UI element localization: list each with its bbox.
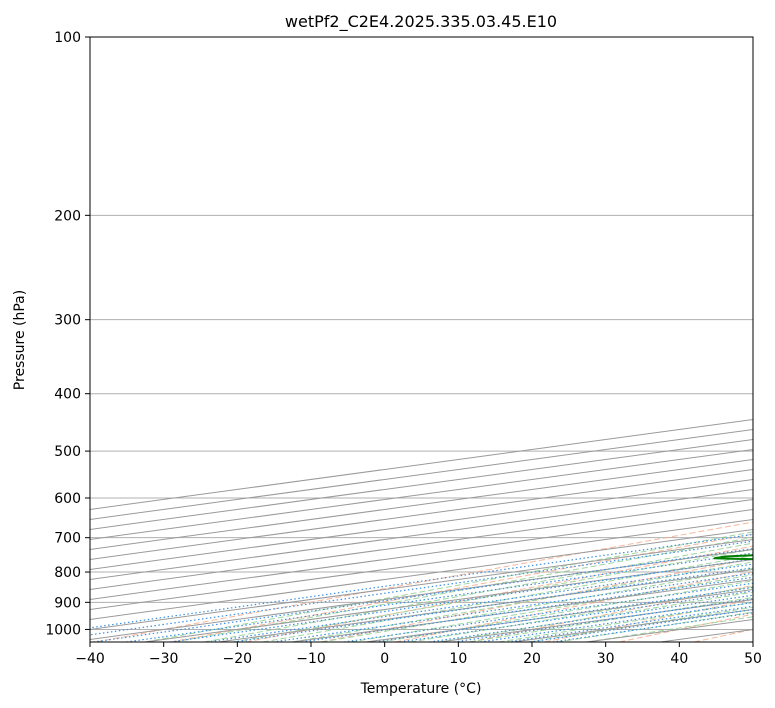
y-tick-label: 900 — [54, 595, 81, 611]
y-axis-ticks: 100 200 300 400 500 600 700 800 900 1000 — [45, 30, 90, 638]
y-tick-label: 200 — [54, 208, 81, 224]
y-tick-label: 100 — [54, 30, 81, 46]
x-tick-label: 20 — [523, 651, 541, 667]
pressure-gridlines — [90, 37, 753, 630]
isotherm — [90, 488, 753, 580]
mixing-ratio-line — [126, 552, 753, 642]
mixing-ratio-line — [343, 582, 753, 642]
moist-adiabat — [410, 586, 753, 642]
mixing-ratio-lines — [90, 533, 753, 642]
y-tick-label: 300 — [54, 313, 81, 329]
x-tick-label: −20 — [223, 651, 253, 667]
chart-title: wetPf2_C2E4.2025.335.03.45.E10 — [285, 12, 557, 32]
isotherm — [90, 458, 753, 550]
y-tick-label: 600 — [54, 491, 81, 507]
isotherm — [90, 508, 753, 600]
plot-frame — [89, 36, 754, 643]
dry-adiabat — [395, 571, 753, 642]
dry-adiabat — [171, 533, 753, 642]
isotherms — [90, 418, 753, 642]
y-tick-label: 400 — [54, 387, 81, 403]
mixing-ratio-line — [93, 547, 753, 642]
moist-adiabat — [292, 561, 753, 642]
x-tick-label: −30 — [149, 651, 179, 667]
mixing-ratio-line — [90, 533, 753, 629]
y-tick-label: 1000 — [45, 622, 81, 638]
moist-adiabat — [262, 554, 753, 642]
mixing-ratio-line — [399, 590, 753, 642]
x-tick-label: 30 — [597, 651, 615, 667]
plot-area: 0.10.20.40.611.52346810131620253036-100-… — [90, 37, 753, 642]
moist-adiabat — [203, 542, 753, 642]
x-tick-label: 0 — [380, 651, 389, 667]
mixing-ratio-line — [374, 586, 753, 642]
mixing-ratio-line — [429, 594, 753, 642]
y-axis-label: Pressure (hPa) — [12, 290, 28, 390]
x-axis-label: Temperature (°C) — [360, 681, 482, 697]
x-axis-ticks: −40 −30 −20 −10 0 10 20 30 40 50 — [75, 642, 762, 667]
moist-adiabat — [174, 536, 753, 642]
isotherm — [90, 528, 753, 620]
y-tick-label: 500 — [54, 444, 81, 460]
isotherm — [90, 518, 753, 610]
dry-adiabat — [96, 521, 753, 642]
y-tick-label: 800 — [54, 565, 81, 581]
isotherm — [90, 468, 753, 560]
moist-adiabat — [468, 596, 753, 642]
isotherm — [90, 538, 753, 630]
x-tick-label: 10 — [449, 651, 467, 667]
x-tick-label: 40 — [670, 651, 688, 667]
x-tick-label: −10 — [296, 651, 326, 667]
x-tick-label: 50 — [744, 651, 762, 667]
moist-adiabat — [144, 531, 753, 642]
isotherm — [90, 478, 753, 570]
x-tick-label: −40 — [75, 651, 105, 667]
isotherm — [90, 498, 753, 590]
y-tick-label: 700 — [54, 531, 81, 547]
